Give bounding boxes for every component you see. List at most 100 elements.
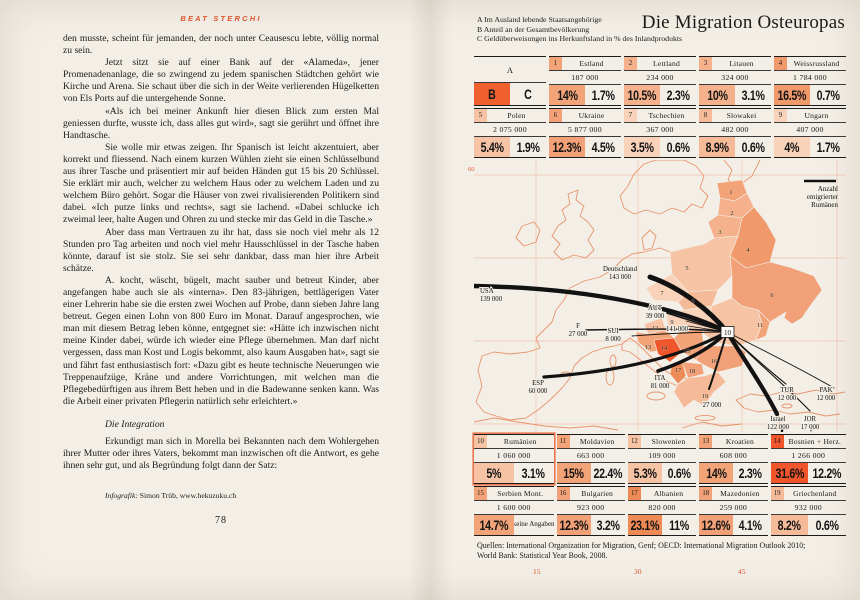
svg-text:13: 13 (645, 344, 651, 351)
remit-cell: 2.3% (738, 465, 763, 481)
country-number-badge: 18 (699, 487, 713, 500)
africa-coast-west (473, 417, 619, 431)
svg-text:1: 1 (729, 189, 732, 196)
svg-text:8: 8 (691, 298, 694, 305)
flow-label-f: F (576, 323, 580, 330)
abroad-value: 5 877 000 (549, 123, 621, 137)
flow-value-usa: 139 000 (480, 296, 503, 303)
hub-number: 10 (724, 329, 732, 337)
svg-text:15: 15 (684, 348, 690, 355)
country-number-badge: 12 (627, 435, 641, 448)
flow-label-sui: SUI (608, 328, 620, 335)
remit-cell: 0.6% (741, 139, 765, 155)
page-gutter (408, 0, 452, 600)
country-number-badge: 7 (624, 109, 637, 122)
abroad-value: 820 000 (627, 501, 697, 515)
svg-text:17: 17 (675, 367, 682, 374)
abroad-value: 407 000 (774, 123, 846, 137)
country-fill-griechenland (673, 371, 727, 409)
country-box-griechenland: 19 Griechenland 932 000 8.2% 0.6% (770, 486, 846, 536)
country-fills (635, 179, 823, 409)
country-name: Tschechien (648, 111, 685, 120)
abroad-value: 324 000 (699, 71, 771, 85)
country-name: Rumänien (503, 437, 537, 446)
svg-text:9: 9 (670, 319, 673, 326)
svg-text:11: 11 (757, 322, 763, 329)
pct-pop-cell: 14% (549, 85, 585, 105)
svg-text:6: 6 (770, 292, 773, 299)
country-name: Polen (507, 111, 526, 120)
abc-key: A Im Ausland lebende Staatsangehörige B … (477, 15, 707, 44)
country-number-badge: 17 (627, 487, 641, 500)
remit-cell: 3.1% (522, 465, 546, 481)
remit-cell: 0.6% (667, 465, 691, 481)
country-number-badge: 15 (474, 487, 487, 500)
ireland-outline (515, 221, 541, 247)
country-stats-grid-bottom: 10 Rumänien 1 060 000 5% 3.1% 11 Moldavien … (474, 434, 846, 536)
pct-pop-cell: 8.9% (699, 137, 735, 157)
country-fill-bosnien (653, 337, 683, 363)
flow-value-tur: 12 000 (778, 395, 797, 402)
flow-label-jor: JOR (804, 416, 817, 423)
country-box-mazedonien: 18 Mazedonien 259 000 12.6% 4.1% (699, 486, 768, 536)
flow-label-deutschland: Deutschland (603, 266, 638, 273)
svg-text:emigrierter: emigrierter (807, 193, 839, 201)
abroad-value: 109 000 (627, 449, 697, 463)
pct-pop-cell: 12.3% (556, 515, 591, 535)
cyprus-outline (781, 403, 793, 409)
flow-sui (631, 331, 728, 337)
country-fill-mazedonien (681, 361, 705, 379)
country-name: Serbien Mont. (497, 489, 544, 498)
country-number-badge: 11 (556, 435, 570, 448)
pct-pop-cell: 5.3% (627, 463, 663, 483)
abroad-value: 367 000 (624, 123, 696, 137)
pct-pop-cell: 15% (556, 463, 591, 483)
anatolia-south-coast (735, 399, 841, 417)
pct-pop-cell: 8.2% (770, 515, 809, 535)
section-subheading: Die Integration (105, 418, 165, 430)
sources-note: Quellen: International Organization for … (477, 541, 806, 560)
map-country-numbers: 1 2 3 4 5 6 7 8 9 11 12 13 14 15 16 17 1… (644, 189, 774, 401)
migration-flows (471, 274, 835, 433)
key-line-a: A Im Ausland lebende Staatsangehörige (477, 15, 602, 24)
page-number: 78 (215, 515, 227, 527)
country-box-slowakei: 8 Slowakei 482 000 8.9% 0.6% (699, 108, 771, 158)
flow-israel (724, 329, 780, 417)
body-paragraph: Jetzt sitzt sie auf einer Bank auf der «… (63, 57, 379, 105)
body-paragraph: den musste, scheint für jemanden, der no… (63, 33, 379, 57)
remit-cell: 0.7% (816, 87, 840, 103)
flow-label-aut: AUT (648, 305, 663, 312)
country-fill-moldavien (755, 308, 771, 341)
abroad-value: 608 000 (699, 449, 768, 463)
country-number-badge: 6 (549, 109, 562, 122)
flow-value-aut: 39 000 (646, 313, 665, 320)
flow-value-esp: 60 000 (529, 388, 548, 395)
country-name: Weissrussland (793, 59, 840, 68)
left-page: BEAT STERCHI den musste, scheint für jem… (63, 14, 379, 526)
longitude-label-45: 45 (738, 567, 746, 576)
svg-text:4: 4 (746, 247, 750, 254)
remit-cell: 0.6% (815, 517, 839, 533)
flow-esp (542, 330, 729, 379)
country-name: Slowenien (651, 437, 686, 446)
body-paragraph: Erkundigt man sich in Morella bei Bekann… (63, 436, 379, 472)
country-number-badge: 1 (549, 57, 562, 70)
country-number-badge: 13 (699, 435, 713, 448)
pct-pop-cell: 5.4% (474, 137, 510, 157)
running-head: BEAT STERCHI (180, 14, 262, 23)
remit-cell: 1.7% (591, 87, 615, 103)
remit-cell: 4.5% (591, 139, 615, 155)
legend-a: A (474, 57, 546, 83)
remit-cell: 3.2% (596, 517, 620, 533)
abroad-value: 923 000 (556, 501, 625, 515)
country-fill-litauen (707, 214, 743, 239)
flow-label-ita: ITA (655, 375, 666, 382)
longitude-label-30: 30 (634, 567, 642, 576)
flow-f (585, 328, 728, 333)
country-name: Estland (579, 59, 604, 68)
country-box-ukraine: 6 Ukraine 5 877 000 12.3% 4.5% (549, 108, 621, 158)
country-name: Kroatien (725, 437, 754, 446)
country-box-polen: 5 Polen 2 075 000 5.4% 1.9% (474, 108, 546, 158)
country-box-tschechien: 7 Tschechien 367 000 3.5% 0.6% (624, 108, 696, 158)
flow-value-ungarn: 141 000 (666, 326, 689, 333)
